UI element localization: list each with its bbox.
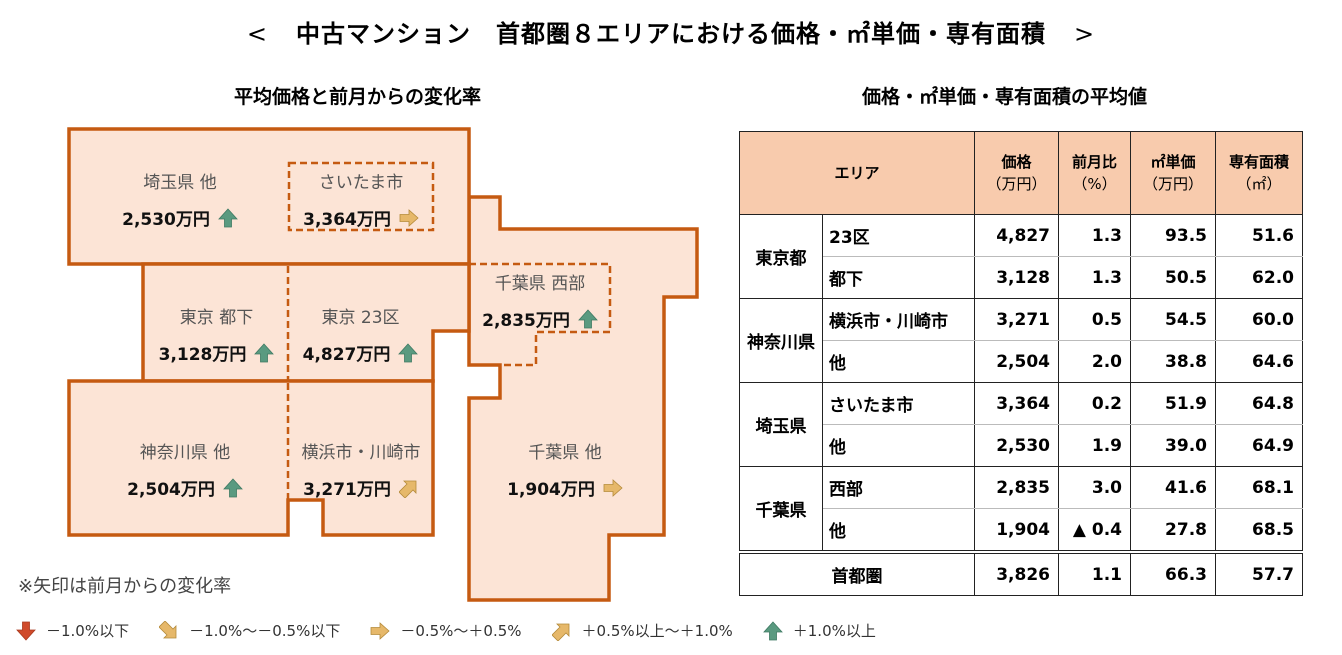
legend-item-slight-down: －1.0%～－0.5%以下 (159, 620, 340, 641)
area-label-yokohama-kawasaki: 横浜市・川崎市 3,271万円 (301, 443, 421, 500)
group-saitama: 埼玉県 (739, 382, 823, 467)
arrow-right-icon (399, 208, 419, 227)
arrow-up-icon (762, 620, 783, 640)
legend-item-up: ＋1.0%以上 (762, 620, 876, 641)
arrow-down-right-icon (159, 620, 177, 638)
table-row: 東京都 23区 4,827 1.3 93.5 51.6 (739, 214, 1303, 299)
saitama-city-boundary (287, 161, 435, 232)
table-row: 神奈川県 横浜市・川崎市 3,271 0.5 54.5 60.0 (739, 298, 1303, 383)
region-chiba-outline (467, 195, 699, 602)
area-label-saitama-city: さいたま市 3,364万円 (284, 168, 438, 230)
group-kanagawa: 神奈川県 (739, 298, 823, 383)
header-floor-area: 専有面積 （㎡） (1215, 131, 1303, 215)
table-row: 他 1,904 ▲ 0.4 27.8 68.5 (740, 508, 1303, 553)
arrow-legend: －1.0%以下 －1.0%～－0.5%以下 －0.5%～＋0.5% ＋0.5%以… (16, 620, 876, 641)
arrow-up-icon (254, 342, 275, 362)
table-row-total: 首都圏 3,826 1.1 66.3 57.7 (739, 550, 1303, 596)
legend-item-slight-up: ＋0.5%以上～＋1.0% (551, 620, 733, 641)
region-kanagawa-outline (67, 379, 435, 537)
group-chiba: 千葉県 (739, 466, 823, 553)
table-section-title: 価格・㎡単価・専有面積の平均値 (862, 86, 1148, 108)
table-header-row: エリア 価格 （万円） 前月比 （%） ㎡単価 （万円） 専有面積 （㎡） (739, 131, 1303, 215)
arrow-up-right-icon (551, 623, 569, 641)
area-label-chiba-other: 千葉県 他 1,904万円 (495, 438, 635, 500)
legend-item-down: －1.0%以下 (16, 620, 129, 641)
arrow-up-icon (222, 477, 243, 497)
region-map (67, 127, 699, 602)
header-change: 前月比 （%） (1058, 131, 1131, 215)
arrow-right-icon (603, 478, 623, 497)
header-price: 価格 （万円） (974, 131, 1059, 215)
area-label-chiba-west: 千葉県 西部 2,835万円 (470, 269, 610, 331)
arrow-up-icon (398, 342, 419, 362)
map-section-title: 平均価格と前月からの変化率 (234, 86, 482, 108)
group-tokyo: 東京都 (739, 214, 823, 299)
chiba-west-boundary (469, 262, 612, 367)
header-unit-price: ㎡単価 （万円） (1130, 131, 1216, 215)
table-row: 他 2,504 2.0 38.8 64.6 (740, 340, 1303, 383)
table-row: 千葉県 西部 2,835 3.0 41.6 68.1 (739, 466, 1303, 553)
legend-item-flat: －0.5%～＋0.5% (370, 620, 522, 641)
arrow-up-right-icon (398, 480, 417, 498)
title-left-bracket: < (246, 20, 268, 48)
table-row: 埼玉県 さいたま市 3,364 0.2 51.9 64.8 (739, 382, 1303, 467)
stats-table: エリア 価格 （万円） 前月比 （%） ㎡単価 （万円） 専有面積 （㎡） 東京都 23… (739, 131, 1303, 596)
page-title: < 中古マンション 首都圏８エリアにおける価格・㎡単価・専有面積 > (0, 14, 1342, 49)
table-row: 都下 3,128 1.3 50.5 62.0 (740, 256, 1303, 299)
area-label-tokyo-23ku: 東京 23区 4,827万円 (288, 303, 433, 365)
area-label-saitama-other: 埼玉県 他 2,530万円 (100, 168, 260, 230)
arrow-note: ※矢印は前月からの変化率 (18, 576, 232, 597)
title-text: 中古マンション 首都圏８エリアにおける価格・㎡単価・専有面積 (296, 20, 1046, 48)
arrow-right-icon (370, 621, 390, 640)
area-label-kanagawa-other: 神奈川県 他 2,504万円 (100, 438, 270, 500)
area-label-tokyo-tokashita: 東京 都下 3,128万円 (145, 303, 288, 365)
table-row: 他 2,530 1.9 39.0 64.9 (740, 424, 1303, 467)
arrow-down-icon (16, 621, 36, 641)
arrow-up-icon (577, 308, 598, 328)
arrow-up-icon (217, 207, 238, 227)
region-saitama-outline (67, 127, 471, 266)
title-right-bracket: > (1074, 20, 1096, 48)
header-area: エリア (739, 131, 975, 215)
